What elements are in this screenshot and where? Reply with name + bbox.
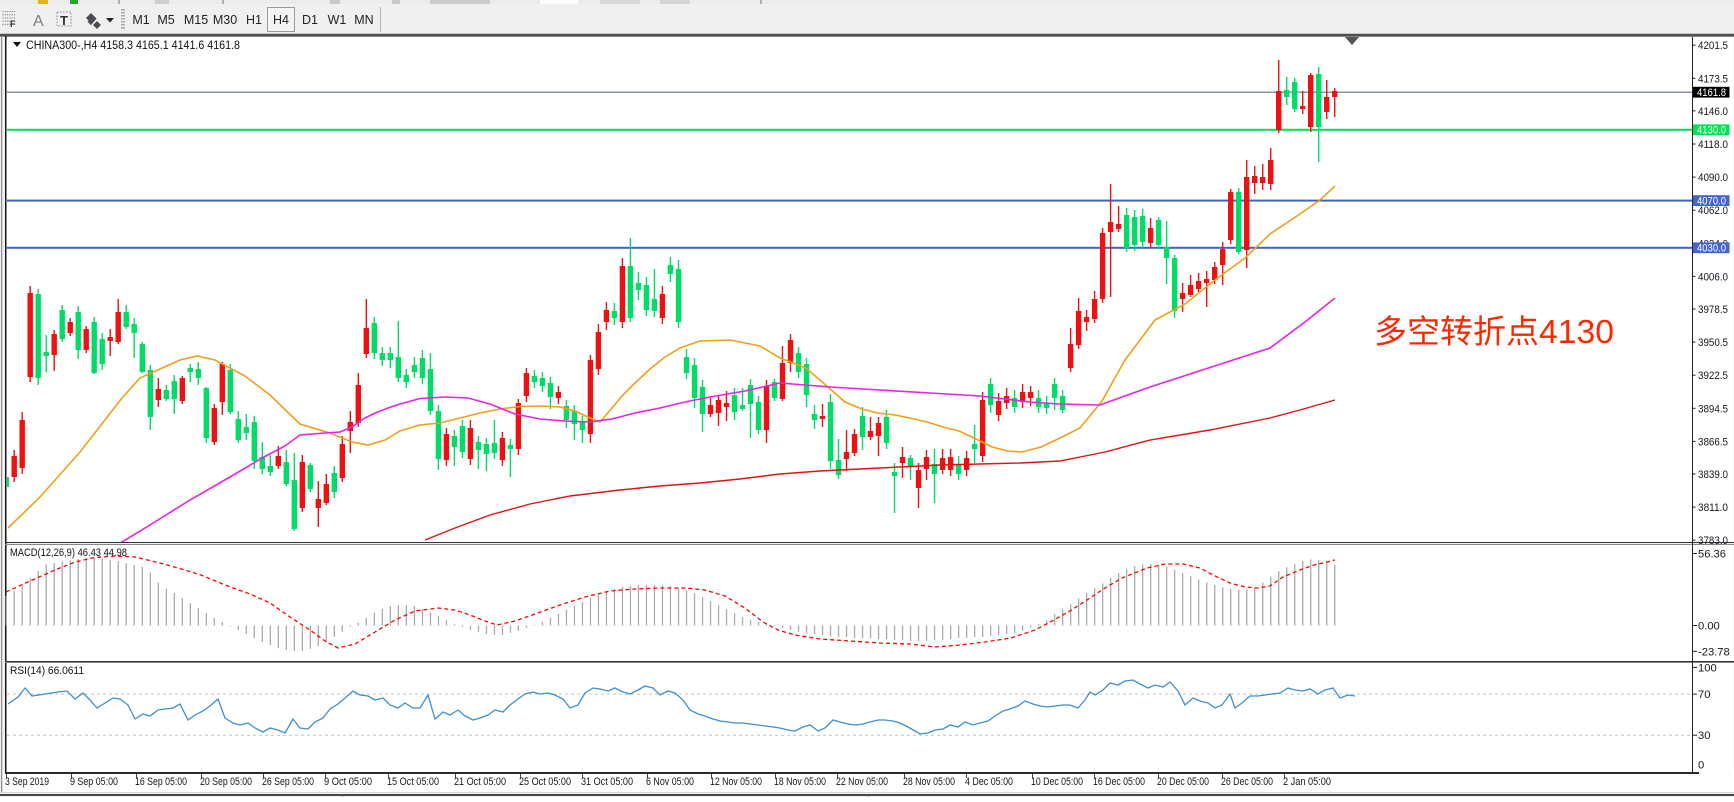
- svg-text:W1: W1: [328, 13, 347, 27]
- svg-text:4161.8: 4161.8: [1697, 87, 1726, 99]
- svg-text:3839.0: 3839.0: [1698, 469, 1728, 481]
- svg-text:26 Sep 05:00: 26 Sep 05:00: [262, 776, 314, 788]
- svg-text:T: T: [60, 13, 68, 28]
- svg-text:4070.0: 4070.0: [1697, 196, 1726, 208]
- svg-text:M1: M1: [132, 13, 149, 27]
- svg-text:31 Oct 05:00: 31 Oct 05:00: [581, 776, 633, 788]
- svg-text:D1: D1: [302, 13, 318, 27]
- svg-text:4030.0: 4030.0: [1697, 243, 1726, 255]
- svg-text:F: F: [10, 19, 16, 29]
- svg-text:18 Nov 05:00: 18 Nov 05:00: [774, 776, 826, 788]
- svg-text:16 Sep 05:00: 16 Sep 05:00: [135, 776, 187, 788]
- svg-text:6 Nov 05:00: 6 Nov 05:00: [646, 776, 694, 788]
- svg-text:4090.0: 4090.0: [1698, 172, 1728, 184]
- svg-text:25 Oct 05:00: 25 Oct 05:00: [519, 776, 571, 788]
- svg-text:3866.5: 3866.5: [1698, 436, 1728, 448]
- svg-text:-23.78: -23.78: [1698, 646, 1730, 658]
- svg-text:30: 30: [1698, 730, 1710, 742]
- svg-text:56.36: 56.36: [1698, 549, 1726, 561]
- svg-text:26 Dec 05:00: 26 Dec 05:00: [1221, 776, 1273, 788]
- svg-text:3978.5: 3978.5: [1698, 304, 1728, 316]
- svg-text:H1: H1: [246, 13, 262, 27]
- svg-text:3922.5: 3922.5: [1698, 370, 1728, 382]
- svg-text:MN: MN: [354, 13, 373, 27]
- svg-text:4 Dec 05:00: 4 Dec 05:00: [965, 776, 1013, 788]
- svg-text:M5: M5: [157, 13, 174, 27]
- svg-text:16 Dec 05:00: 16 Dec 05:00: [1093, 776, 1145, 788]
- svg-text:9 Oct 05:00: 9 Oct 05:00: [324, 776, 372, 788]
- svg-text:10 Dec 05:00: 10 Dec 05:00: [1031, 776, 1083, 788]
- svg-text:15 Oct 05:00: 15 Oct 05:00: [387, 776, 439, 788]
- svg-text:3950.5: 3950.5: [1698, 337, 1728, 349]
- svg-text:2 Jan 05:00: 2 Jan 05:00: [1283, 776, 1331, 788]
- svg-text:21 Oct 05:00: 21 Oct 05:00: [454, 776, 506, 788]
- svg-text:70: 70: [1698, 689, 1710, 701]
- svg-text:4130: 4130: [1539, 313, 1614, 351]
- svg-text:3 Sep 2019: 3 Sep 2019: [5, 776, 49, 788]
- svg-text:20 Sep 05:00: 20 Sep 05:00: [200, 776, 252, 788]
- svg-text:9 Sep 05:00: 9 Sep 05:00: [70, 776, 118, 788]
- svg-text:0.00: 0.00: [1698, 621, 1720, 633]
- svg-text:H4: H4: [273, 13, 289, 27]
- svg-text:A: A: [33, 13, 44, 30]
- svg-text:M30: M30: [213, 13, 237, 27]
- svg-text:0: 0: [1698, 759, 1704, 771]
- svg-text:28 Nov 05:00: 28 Nov 05:00: [903, 776, 955, 788]
- svg-text:CHINA300-,H4 4158.3 4165.1 41: CHINA300-,H4 4158.3 4165.1 4141.6 4161.8: [26, 40, 240, 52]
- svg-text:4062.0: 4062.0: [1698, 205, 1728, 217]
- svg-text:M15: M15: [184, 13, 208, 27]
- svg-text:4006.0: 4006.0: [1698, 271, 1728, 283]
- svg-text:RSI(14) 66.0611: RSI(14) 66.0611: [10, 665, 84, 677]
- svg-text:4118.0: 4118.0: [1698, 139, 1728, 151]
- svg-text:4173.5: 4173.5: [1698, 73, 1728, 85]
- svg-text:22 Nov 05:00: 22 Nov 05:00: [836, 776, 888, 788]
- svg-text:3783.0: 3783.0: [1698, 535, 1728, 547]
- svg-text:20 Dec 05:00: 20 Dec 05:00: [1157, 776, 1209, 788]
- svg-text:3894.5: 3894.5: [1698, 403, 1728, 415]
- svg-text:MACD(12,26,9) 46.43 44.98: MACD(12,26,9) 46.43 44.98: [10, 547, 127, 559]
- svg-text:4146.0: 4146.0: [1698, 106, 1728, 118]
- svg-text:4130.0: 4130.0: [1697, 125, 1726, 137]
- svg-text:4201.5: 4201.5: [1698, 40, 1728, 52]
- svg-text:100: 100: [1698, 662, 1717, 674]
- svg-text:12 Nov 05:00: 12 Nov 05:00: [710, 776, 762, 788]
- svg-text:3811.0: 3811.0: [1698, 502, 1728, 514]
